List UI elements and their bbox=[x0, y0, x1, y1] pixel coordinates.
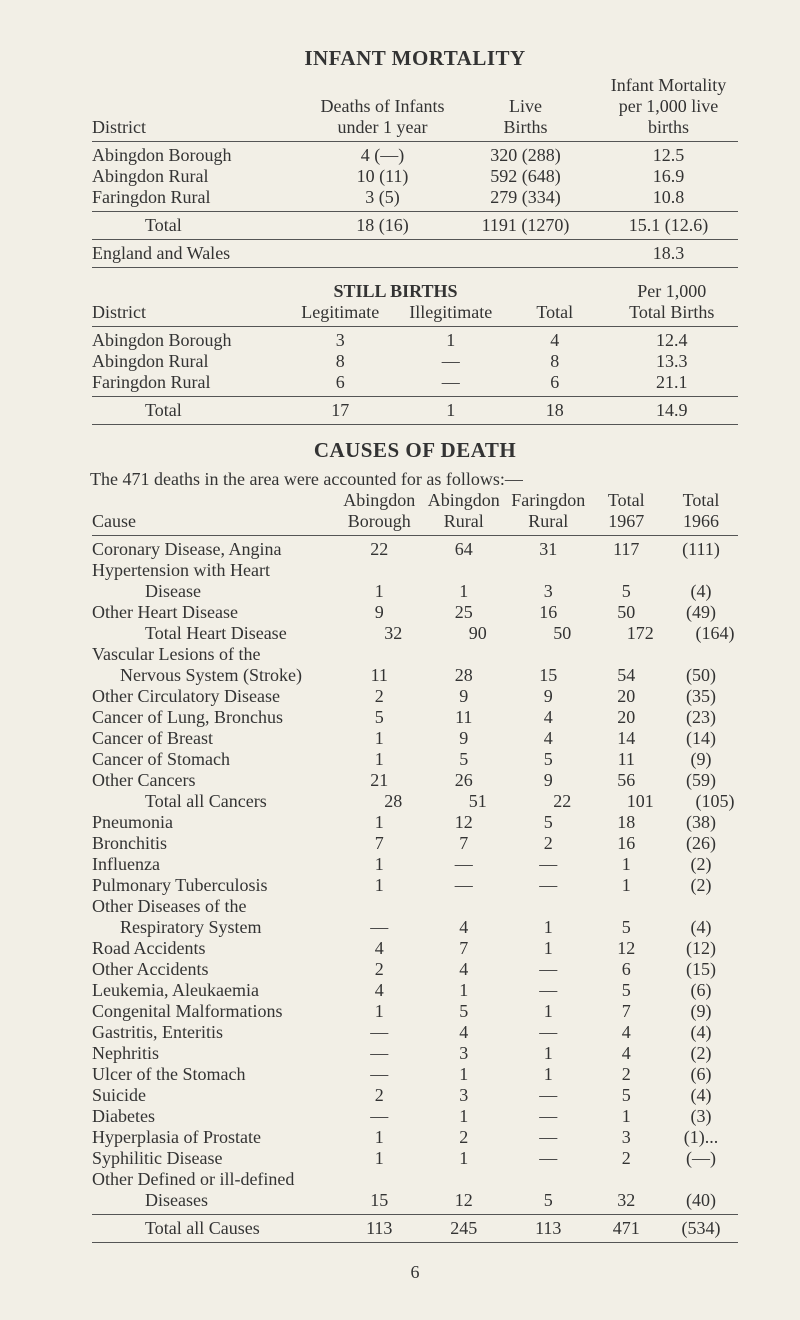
col-total: Total bbox=[506, 302, 604, 323]
still-births-title: STILL BIRTHS bbox=[334, 281, 458, 301]
table-row: Cancer of Breast 1 9 4 14 (14) bbox=[90, 728, 740, 749]
causes-intro: The 471 deaths in the area were accounte… bbox=[90, 469, 740, 490]
table-row: Coronary Disease, Angina 22 64 31 117 (1… bbox=[90, 539, 740, 560]
col-rate: Per 1,000Total Births bbox=[604, 281, 741, 323]
table-row: Syphilitic Disease 1 1 — 2 (—) bbox=[90, 1148, 740, 1169]
table-row: Hyperplasia of Prostate 1 2 — 3 (1)... bbox=[90, 1127, 740, 1148]
table-row: Bronchitis 7 7 2 16 (26) bbox=[90, 833, 740, 854]
table-row: Nephritis — 3 1 4 (2) bbox=[90, 1043, 740, 1064]
table-row: Nervous System (Stroke) 11 28 15 54 (50) bbox=[90, 665, 740, 686]
col-deaths: Deaths of Infantsunder 1 year bbox=[311, 75, 454, 138]
col-t66: Total1966 bbox=[662, 490, 740, 532]
table-row: Congenital Malformations 1 5 1 7 (9) bbox=[90, 1001, 740, 1022]
col-ar: AbingdonRural bbox=[422, 490, 507, 532]
table-row: Influenza 1 — — 1 (2) bbox=[90, 854, 740, 875]
col-births: LiveBirths bbox=[454, 75, 597, 138]
table-total-row: Total all Causes 113 245 113 471 (534) bbox=[90, 1218, 740, 1239]
col-district: District bbox=[90, 75, 311, 138]
causes-title: CAUSES OF DEATH bbox=[90, 438, 740, 463]
table-row: Pulmonary Tuberculosis 1 — — 1 (2) bbox=[90, 875, 740, 896]
still-births-section: STILL BIRTHS Per 1,000Total Births Distr… bbox=[90, 281, 740, 428]
page-number: 6 bbox=[90, 1262, 740, 1283]
table-ew-row: England and Wales 18.3 bbox=[90, 243, 740, 264]
table-row: Other Heart Disease 9 25 16 50 (49) bbox=[90, 602, 740, 623]
table-row: Abingdon Rural 10 (11) 592 (648) 16.9 bbox=[90, 166, 740, 187]
table-row: Leukemia, Aleukaemia 4 1 — 5 (6) bbox=[90, 980, 740, 1001]
table-row: Other Diseases of the bbox=[90, 896, 740, 917]
col-illegitimate: Illegitimate bbox=[396, 302, 507, 323]
table-row: Other Accidents 2 4 — 6 (15) bbox=[90, 959, 740, 980]
infant-mortality-title: INFANT MORTALITY bbox=[90, 46, 740, 71]
table-row: Other Cancers 21 26 9 56 (59) bbox=[90, 770, 740, 791]
table-row: Cancer of Stomach 1 5 5 11 (9) bbox=[90, 749, 740, 770]
causes-section: CAUSES OF DEATH The 471 deaths in the ar… bbox=[90, 438, 740, 1246]
table-row: Abingdon Rural 8 — 8 13.3 bbox=[90, 351, 740, 372]
table-row: Abingdon Borough 4 (—) 320 (288) 12.5 bbox=[90, 145, 740, 166]
col-cause: Cause bbox=[90, 490, 337, 532]
table-row: Abingdon Borough 3 1 4 12.4 bbox=[90, 330, 740, 351]
table-total-row: Total 18 (16) 1191 (1270) 15.1 (12.6) bbox=[90, 215, 740, 236]
col-ab: AbingdonBorough bbox=[337, 490, 422, 532]
table-row: Road Accidents 4 7 1 12 (12) bbox=[90, 938, 740, 959]
table-row: Respiratory System — 4 1 5 (4) bbox=[90, 917, 740, 938]
table-row: Diseases 15 12 5 32 (40) bbox=[90, 1190, 740, 1211]
table-row: Other Circulatory Disease 2 9 9 20 (35) bbox=[90, 686, 740, 707]
table-row: Hypertension with Heart bbox=[90, 560, 740, 581]
table-row: Diabetes — 1 — 1 (3) bbox=[90, 1106, 740, 1127]
still-births-table: STILL BIRTHS Per 1,000Total Births Distr… bbox=[90, 281, 740, 428]
table-row: Gastritis, Enteritis — 4 — 4 (4) bbox=[90, 1022, 740, 1043]
table-total-row: Total 17 1 18 14.9 bbox=[90, 400, 740, 421]
table-header-row: Cause AbingdonBorough AbingdonRural Fari… bbox=[90, 490, 740, 532]
infant-mortality-section: INFANT MORTALITY District Deaths of Infa… bbox=[90, 46, 740, 271]
col-fr: FaringdonRural bbox=[506, 490, 591, 532]
col-legitimate: Legitimate bbox=[285, 302, 396, 323]
table-row: Total all Cancers 28 51 22 101 (105) bbox=[90, 791, 740, 812]
table-row: Pneumonia 1 12 5 18 (38) bbox=[90, 812, 740, 833]
table-row: Cancer of Lung, Bronchus 5 11 4 20 (23) bbox=[90, 707, 740, 728]
table-row: Ulcer of the Stomach — 1 1 2 (6) bbox=[90, 1064, 740, 1085]
col-t67: Total1967 bbox=[591, 490, 663, 532]
table-header-row: District Deaths of Infantsunder 1 year L… bbox=[90, 75, 740, 138]
table-row: Total Heart Disease 32 90 50 172 (164) bbox=[90, 623, 740, 644]
table-row: Faringdon Rural 3 (5) 279 (334) 10.8 bbox=[90, 187, 740, 208]
document-page: INFANT MORTALITY District Deaths of Infa… bbox=[0, 0, 800, 1320]
table-row: Vascular Lesions of the bbox=[90, 644, 740, 665]
col-district: District bbox=[90, 302, 285, 323]
table-row: Suicide 2 3 — 5 (4) bbox=[90, 1085, 740, 1106]
table-row: Other Defined or ill-defined bbox=[90, 1169, 740, 1190]
causes-table: Cause AbingdonBorough AbingdonRural Fari… bbox=[90, 490, 740, 1246]
col-rate: Infant Mortalityper 1,000 live births bbox=[597, 75, 740, 138]
table-row: Disease 1 1 3 5 (4) bbox=[90, 581, 740, 602]
infant-mortality-table: District Deaths of Infantsunder 1 year L… bbox=[90, 75, 740, 271]
table-row: Faringdon Rural 6 — 6 21.1 bbox=[90, 372, 740, 393]
